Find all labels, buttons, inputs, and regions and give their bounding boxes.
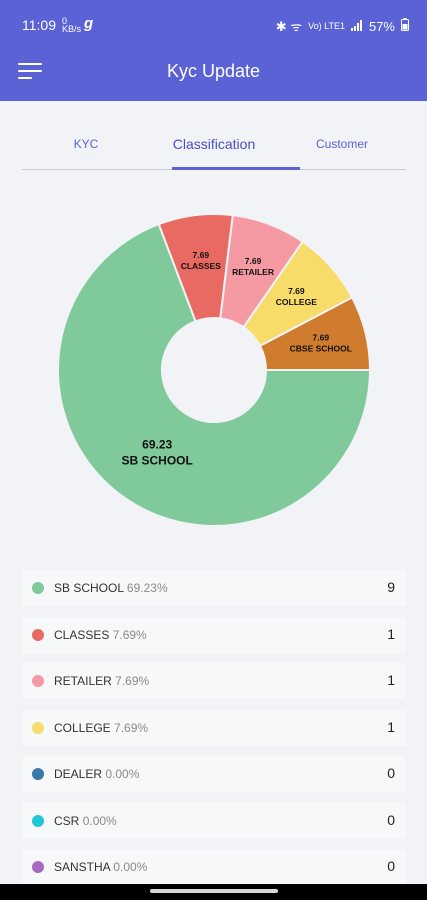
legend-row[interactable]: CLASSES 7.69% 1 bbox=[22, 616, 406, 653]
legend-row[interactable]: COLLEGE 7.69% 1 bbox=[22, 709, 406, 746]
signal-icon bbox=[350, 19, 363, 34]
classification-legend-list: SB SCHOOL 69.23% 9 CLASSES 7.69% 1 RETAILER … bbox=[22, 570, 406, 896]
slice-value-label: 7.69 bbox=[288, 286, 305, 296]
legend-count: 1 bbox=[387, 672, 395, 688]
slice-category-label: CLASSES bbox=[181, 261, 221, 271]
tab-bar: KYC Classification Customer bbox=[22, 124, 406, 170]
app-bar: 11:09 0 KB/s g ✱ ᯤ Vo) LTE1 57% Kyc Upda… bbox=[0, 0, 427, 101]
legend-percent: 7.69% bbox=[115, 674, 150, 688]
legend-category: SB SCHOOL bbox=[54, 581, 124, 595]
status-icons: ✱ ᯤ Vo) LTE1 57% bbox=[276, 17, 409, 35]
home-gesture-bar[interactable] bbox=[150, 889, 278, 893]
legend-category: SANSTHA bbox=[54, 860, 111, 874]
legend-percent: 7.69% bbox=[114, 720, 149, 735]
page-title: Kyc Update bbox=[166, 61, 261, 81]
legend-color-dot bbox=[32, 582, 44, 594]
legend-label: CLASSES 7.69% bbox=[54, 628, 147, 642]
tab-kyc[interactable]: KYC bbox=[73, 137, 99, 151]
slice-category-label: COLLEGE bbox=[276, 297, 317, 307]
legend-row[interactable]: SANSTHA 0.00% 0 bbox=[22, 849, 406, 885]
tab-classification[interactable]: Classification bbox=[172, 136, 256, 152]
legend-count: 0 bbox=[387, 811, 395, 828]
legend-category: CLASSES bbox=[54, 627, 110, 642]
legend-label: COLLEGE 7.69% bbox=[54, 721, 148, 735]
hamburger-icon[interactable] bbox=[18, 63, 42, 81]
legend-row[interactable]: SB SCHOOL 69.23% 9 bbox=[22, 570, 406, 606]
legend-category: COLLEGE bbox=[54, 720, 111, 735]
legend-count: 1 bbox=[387, 625, 395, 642]
legend-color-dot bbox=[32, 814, 44, 827]
legend-label: SANSTHA 0.00% bbox=[54, 860, 147, 874]
pie-slice-sb-school[interactable] bbox=[57, 222, 372, 527]
legend-count: 0 bbox=[387, 858, 395, 874]
network-speed: 0 KB/s bbox=[62, 16, 82, 34]
slice-category-label: SB SCHOOL bbox=[122, 453, 193, 467]
legend-row[interactable]: CSR 0.00% 0 bbox=[22, 802, 406, 839]
legend-label: DEALER 0.00% bbox=[54, 767, 139, 781]
legend-category: RETAILER bbox=[54, 674, 112, 688]
legend-percent: 7.69% bbox=[112, 627, 147, 642]
legend-percent: 0.00% bbox=[82, 813, 117, 828]
legend-row[interactable]: DEALER 0.00% 0 bbox=[22, 756, 406, 792]
legend-color-dot bbox=[32, 768, 44, 780]
legend-category: CSR bbox=[54, 813, 80, 828]
status-time: 11:09 bbox=[22, 17, 56, 33]
legend-count: 9 bbox=[387, 579, 395, 595]
legend-label: RETAILER 7.69% bbox=[54, 674, 149, 688]
slice-value-label: 7.69 bbox=[245, 256, 262, 266]
legend-color-dot bbox=[32, 861, 44, 873]
status-bar: 11:09 0 KB/s g ✱ ᯤ Vo) LTE1 57% bbox=[0, 0, 427, 50]
slice-value-label: 69.23 bbox=[142, 437, 172, 451]
slice-category-label: CBSE SCHOOL bbox=[290, 344, 352, 354]
legend-label: SB SCHOOL 69.23% bbox=[54, 581, 168, 595]
legend-percent: 69.23% bbox=[126, 581, 168, 595]
legend-percent: 0.00% bbox=[105, 767, 140, 781]
legend-color-dot bbox=[32, 675, 44, 687]
slice-value-label: 7.69 bbox=[193, 250, 210, 260]
legend-percent: 0.00% bbox=[113, 860, 148, 874]
legend-count: 0 bbox=[387, 765, 395, 781]
legend-color-dot bbox=[32, 628, 44, 641]
tab-customer[interactable]: Customer bbox=[315, 137, 368, 151]
volte-indicator: Vo) LTE1 bbox=[308, 21, 345, 31]
legend-row[interactable]: RETAILER 7.69% 1 bbox=[22, 663, 406, 699]
slice-value-label: 7.69 bbox=[313, 333, 330, 343]
battery-icon bbox=[401, 18, 409, 34]
legend-count: 1 bbox=[387, 718, 395, 735]
slice-category-label: RETAILER bbox=[232, 267, 274, 277]
legend-label: CSR 0.00% bbox=[54, 814, 117, 828]
battery-percent: 57% bbox=[368, 18, 395, 34]
system-nav-bar bbox=[0, 884, 427, 900]
bluetooth-wifi-icons: ✱ ᯤ bbox=[275, 19, 303, 34]
legend-color-dot bbox=[32, 721, 44, 734]
pie-slice-cbse-school[interactable] bbox=[258, 296, 372, 371]
active-tab-indicator bbox=[172, 167, 300, 170]
legend-category: DEALER bbox=[54, 767, 103, 781]
app-notification-icon: g bbox=[84, 15, 94, 32]
